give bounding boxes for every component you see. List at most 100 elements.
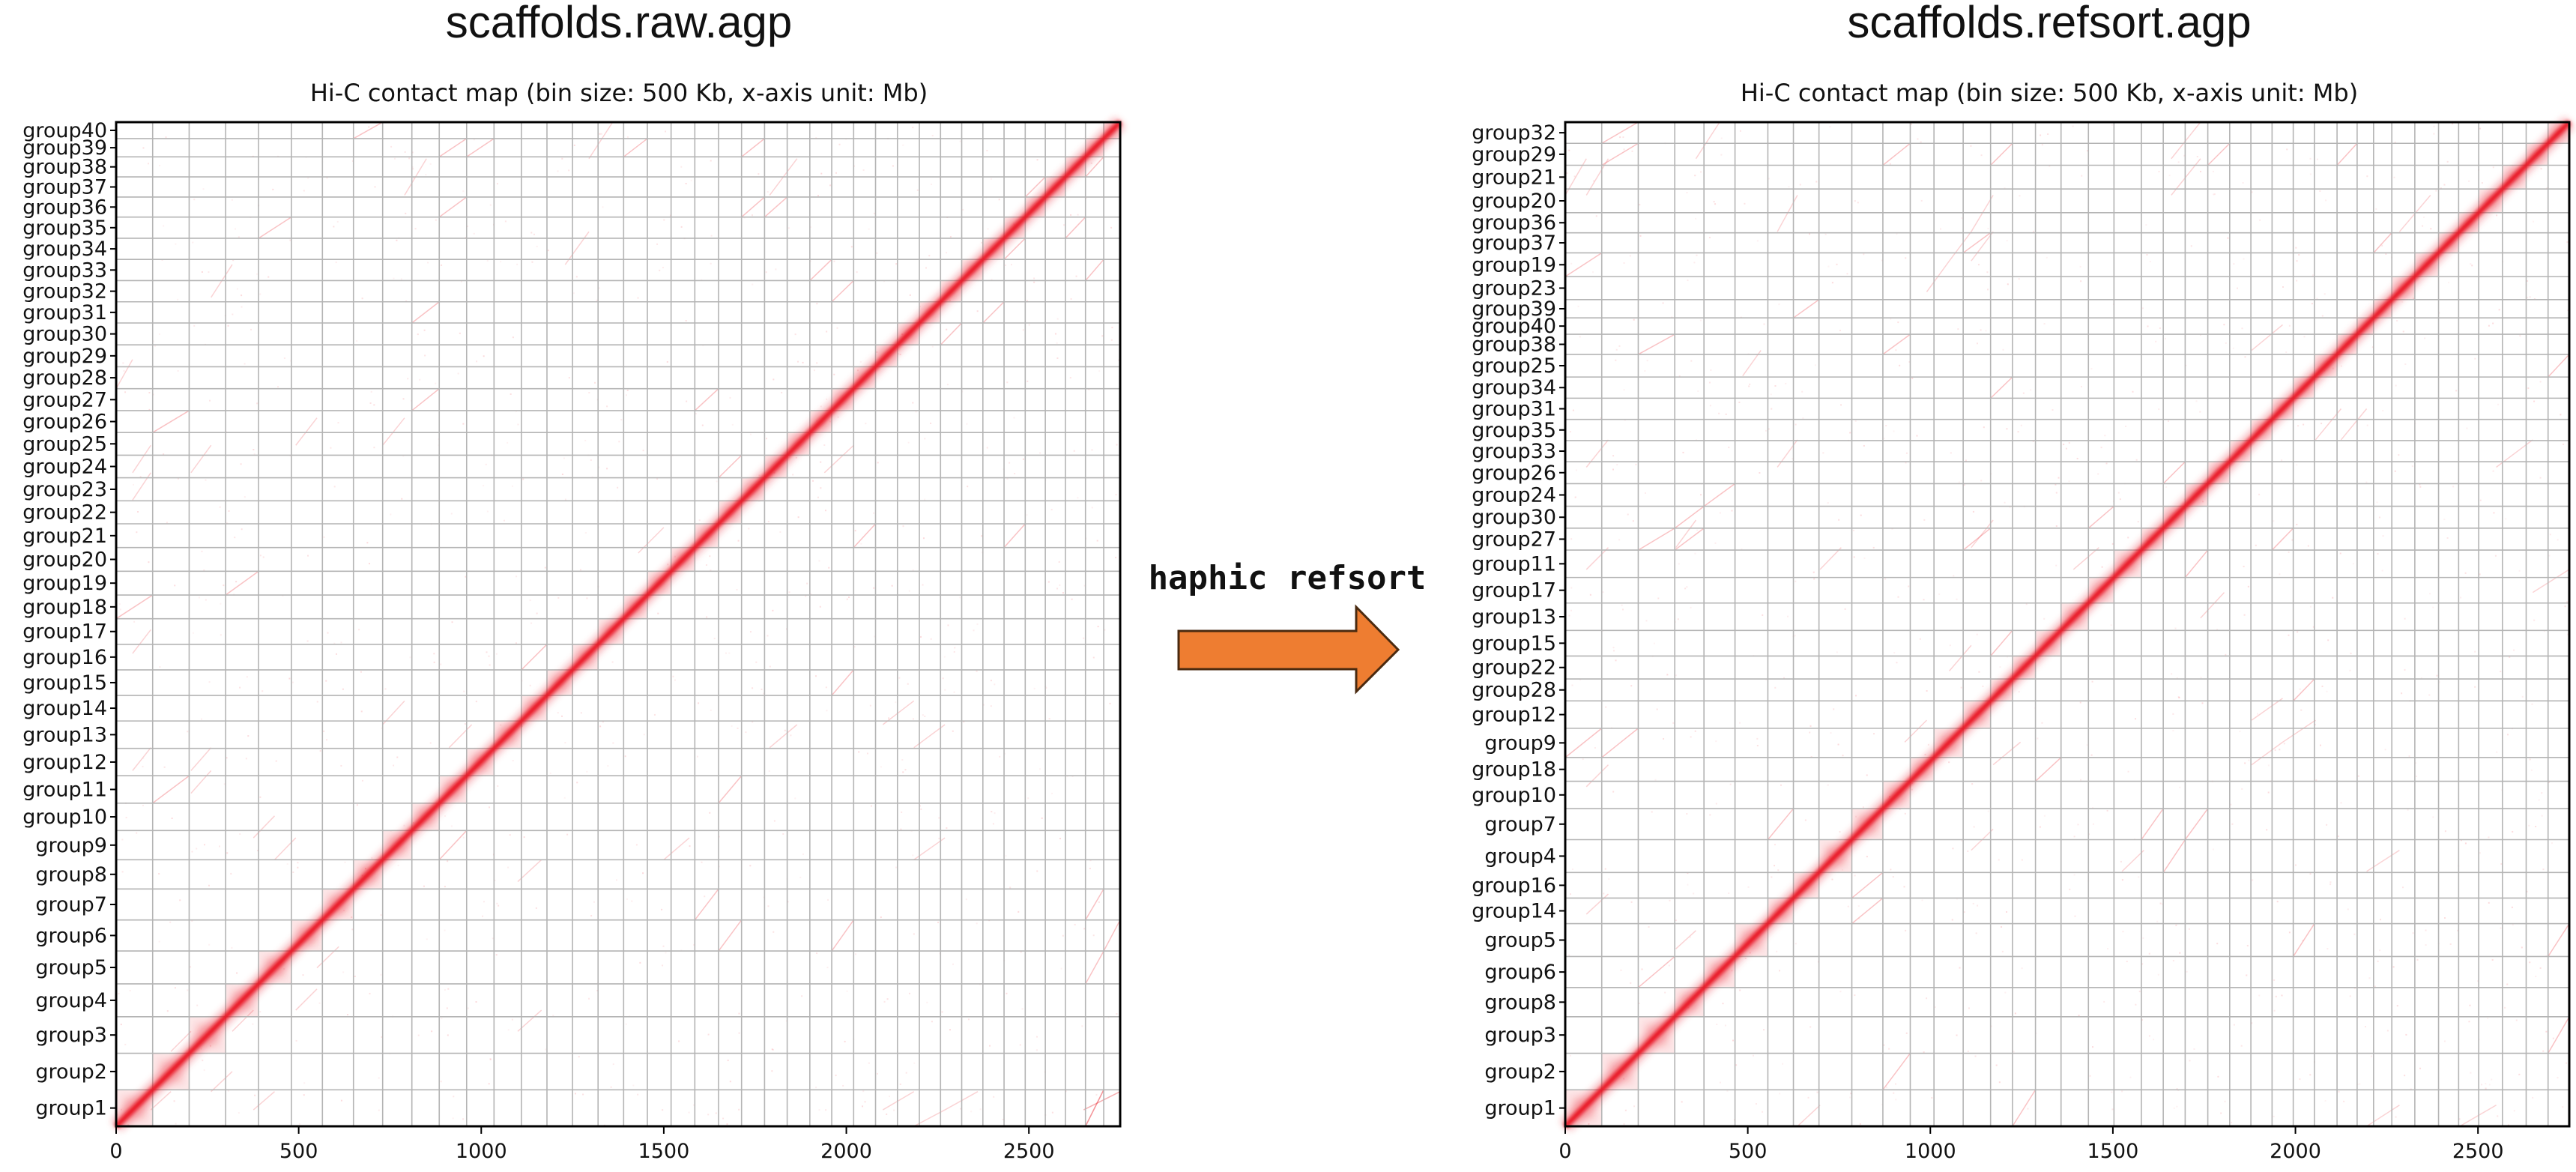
contact-speck [976, 623, 979, 626]
contact-speck [1884, 578, 1887, 580]
contact-speck [869, 704, 871, 707]
inter-contact-trace-mirror [132, 444, 151, 474]
inter-contact-trace-mirror [1797, 1105, 1821, 1127]
group-label-group20: group20 [22, 549, 107, 572]
contact-speck [922, 537, 925, 540]
contact-speck [179, 899, 181, 901]
refsort-heatmap-plot[interactable] [1560, 117, 2575, 1132]
contact-speck [806, 582, 808, 585]
contact-speck [1568, 614, 1570, 617]
contact-speck [286, 863, 288, 865]
contact-speck [238, 236, 240, 238]
contact-speck [1083, 637, 1085, 639]
contact-speck [659, 269, 661, 271]
contact-speck [2072, 125, 2074, 127]
contact-speck [2448, 282, 2450, 284]
contact-speck [1002, 1118, 1004, 1120]
contact-speck [397, 864, 399, 866]
contact-speck [1569, 431, 1571, 433]
group-label-group10: group10 [22, 806, 107, 829]
contact-speck [2077, 824, 2079, 826]
contact-speck [1022, 329, 1024, 331]
contact-speck [330, 447, 332, 449]
contact-speck [2266, 829, 2268, 831]
contact-speck [1644, 492, 1646, 495]
contact-speck [588, 392, 590, 394]
contact-speck [689, 845, 691, 848]
contact-speck [1570, 262, 1573, 265]
contact-speck [507, 441, 509, 444]
contact-speck [288, 677, 291, 680]
contact-speck [755, 661, 758, 663]
contact-speck [1612, 647, 1615, 649]
group-label-group34: group34 [22, 238, 107, 261]
contact-speck [148, 561, 150, 564]
contact-speck [1952, 848, 1954, 850]
contact-speck [2080, 280, 2082, 283]
contact-speck [2041, 144, 2043, 146]
contact-speck [2043, 815, 2046, 817]
contact-speck [2505, 518, 2507, 520]
contact-speck [666, 360, 668, 363]
contact-speck [142, 804, 144, 806]
x-tick-label: 500 [1729, 1140, 1768, 1163]
contact-speck [680, 226, 683, 228]
contact-speck [124, 391, 127, 393]
contact-speck [2086, 150, 2088, 152]
contact-speck [424, 354, 426, 357]
contact-speck [1862, 806, 1864, 809]
contact-speck [580, 712, 582, 714]
contact-speck [2396, 320, 2398, 322]
contact-speck [2296, 280, 2298, 282]
contact-speck [2022, 392, 2025, 394]
contact-speck [1571, 684, 1573, 686]
contact-speck [2079, 779, 2081, 781]
contact-speck [2200, 677, 2202, 679]
contact-speck [465, 237, 467, 239]
inter-contact-trace-mirror [190, 444, 212, 474]
contact-speck [2527, 297, 2529, 299]
contact-speck [693, 943, 695, 946]
contact-speck [913, 933, 915, 935]
inter-contact-trace-mirror [295, 417, 318, 446]
contact-speck [1973, 826, 1975, 828]
contact-speck [1921, 899, 1923, 901]
contact-speck [1083, 585, 1086, 587]
contact-speck [981, 241, 983, 244]
contact-speck [784, 729, 786, 731]
contact-speck [561, 157, 563, 160]
contact-speck [1019, 1044, 1021, 1046]
contact-speck [351, 928, 354, 931]
contact-speck [1770, 393, 1772, 396]
contact-speck [2121, 879, 2123, 881]
contact-speck [1075, 275, 1077, 277]
raw-heatmap-plot[interactable] [111, 117, 1125, 1132]
contact-speck [262, 556, 264, 558]
contact-speck [158, 940, 160, 943]
x-tick-label: 1000 [1905, 1140, 1956, 1163]
contact-speck [227, 324, 229, 327]
contact-speck [596, 299, 598, 301]
contact-speck [1986, 289, 1989, 291]
contact-speck [2419, 483, 2421, 486]
contact-speck [952, 963, 954, 965]
contact-speck [1956, 598, 1958, 600]
contact-speck [1923, 1051, 1925, 1054]
contact-speck [2471, 265, 2473, 267]
contact-speck [2279, 573, 2281, 576]
contact-speck [2323, 293, 2326, 295]
contact-speck [1569, 1054, 1571, 1057]
inter-contact-trace-mirror [769, 724, 798, 749]
contact-speck [414, 228, 417, 230]
contact-speck [1824, 233, 1827, 235]
contact-speck [1762, 1029, 1765, 1031]
contact-speck [246, 676, 248, 678]
contact-speck [451, 621, 453, 623]
contact-speck [2533, 400, 2536, 402]
contact-speck [1732, 1039, 1735, 1042]
contact-speck [1836, 651, 1838, 653]
contact-speck [205, 479, 207, 481]
contact-speck [600, 133, 602, 135]
contact-speck [693, 1104, 695, 1106]
contact-speck [2267, 791, 2270, 794]
